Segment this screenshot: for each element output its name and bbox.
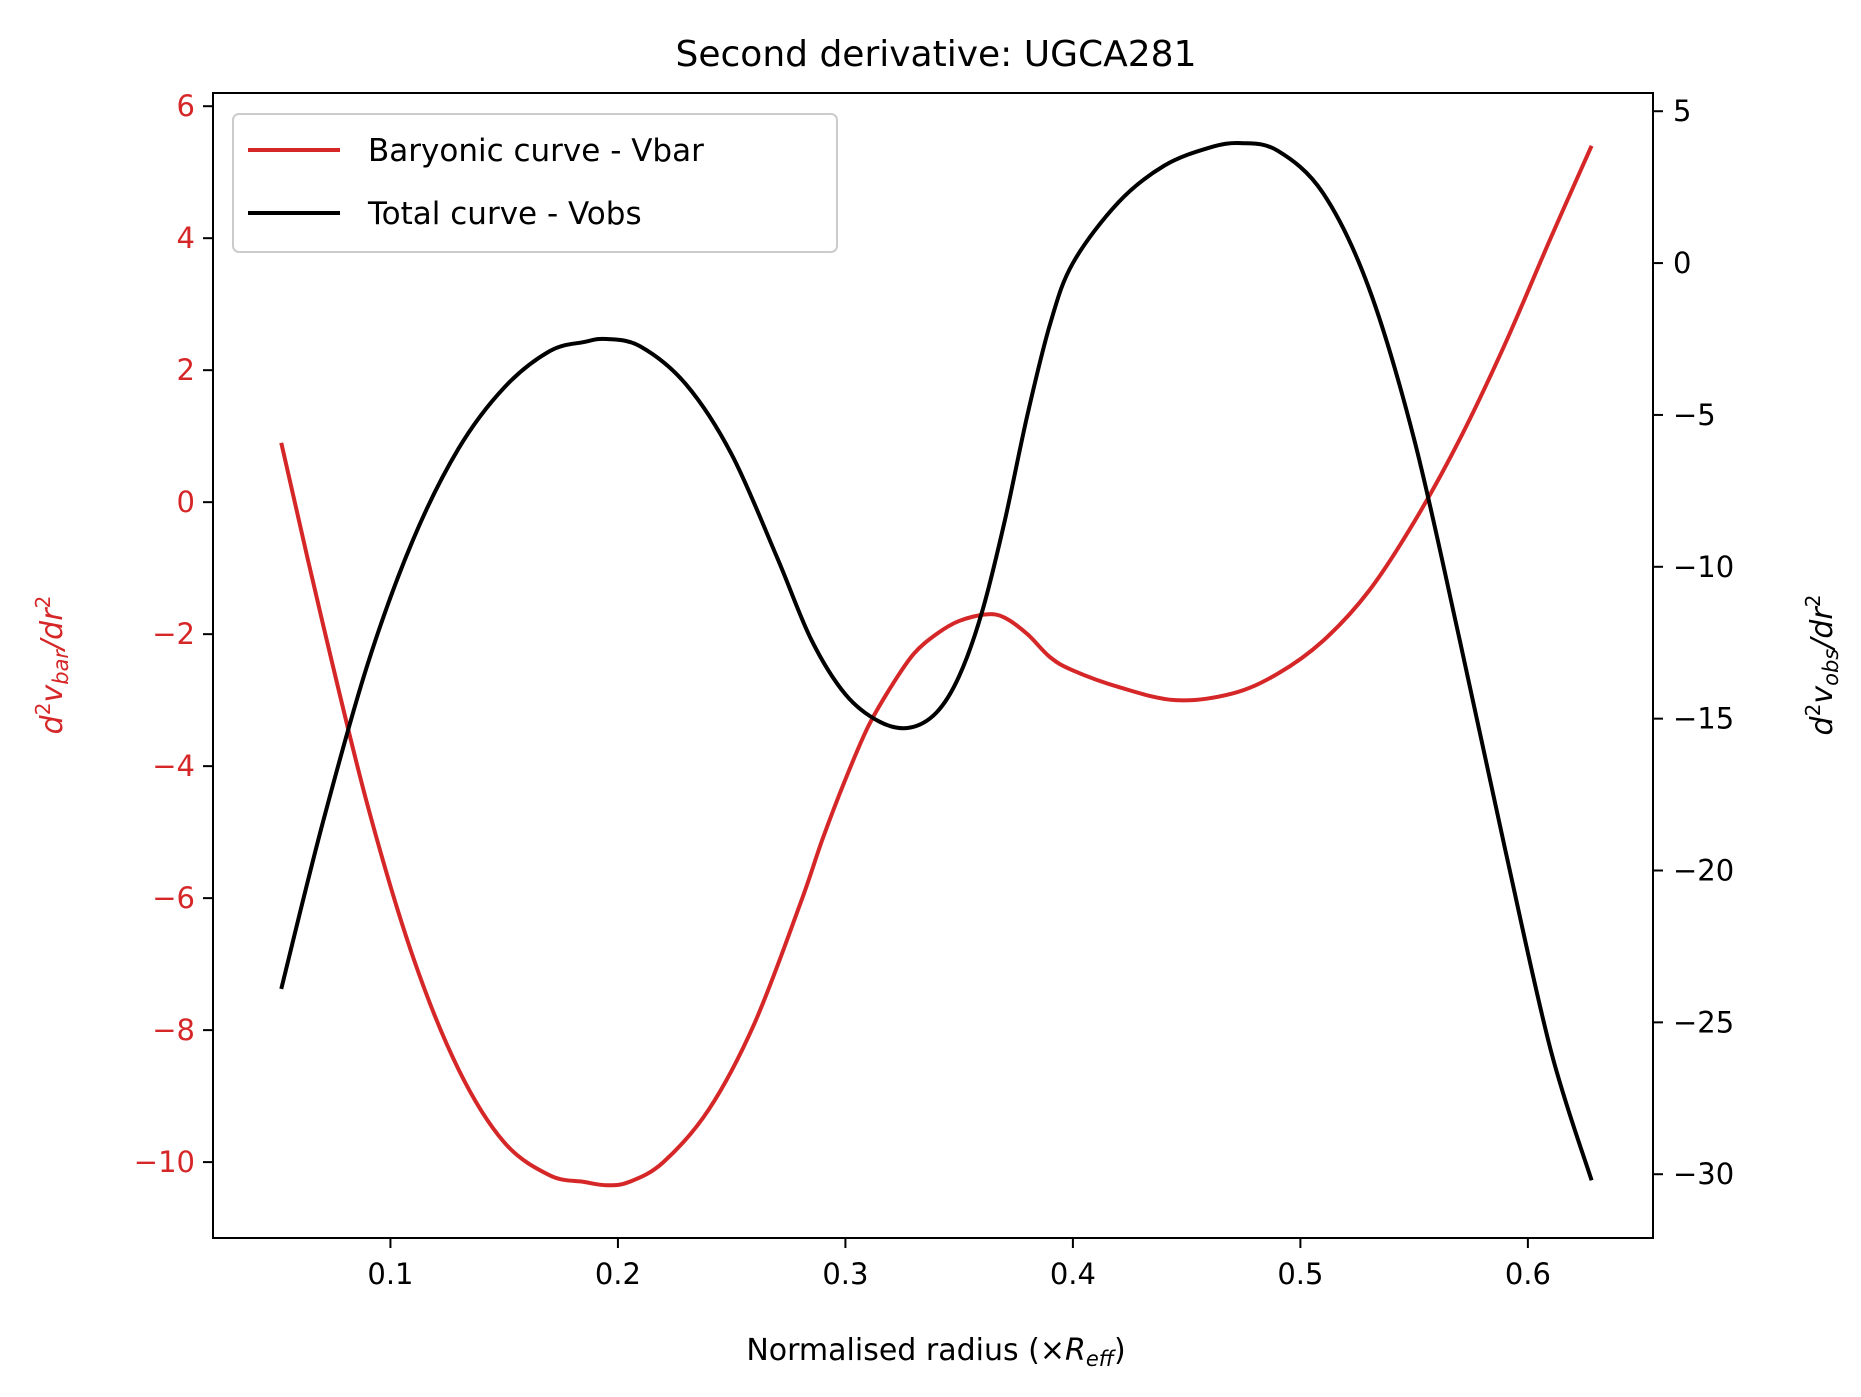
x-tick-label-3: 0.4 — [1050, 1257, 1096, 1291]
x-tick-label-2: 0.3 — [822, 1257, 868, 1291]
y-right-tick-label-3: −10 — [1673, 550, 1734, 584]
x-tick-label-4: 0.5 — [1277, 1257, 1323, 1291]
y-right-tick-label-1: 0 — [1673, 246, 1691, 280]
y-right-tick-label-7: −30 — [1673, 1157, 1734, 1191]
legend-box — [232, 113, 838, 253]
y-left-label-sub: bar — [49, 649, 73, 685]
y-right-label-dr: dr — [1805, 606, 1840, 639]
y-right-tick-label-4: −15 — [1673, 702, 1734, 736]
x-axis-label-var: R — [1065, 1333, 1086, 1368]
y-right-tick-label-6: −25 — [1673, 1005, 1734, 1039]
y-left-tick-label-8: −10 — [134, 1145, 195, 1179]
y-left-tick-label-4: −2 — [152, 617, 195, 651]
y-left-tick-label-6: −6 — [152, 881, 195, 915]
y-left-label-dr: dr — [35, 607, 70, 640]
x-axis-label-sub: eff — [1086, 1347, 1117, 1371]
y-left-label-sup2: 2 — [31, 596, 55, 609]
x-tick-label-1: 0.2 — [595, 1257, 641, 1291]
y-left-tick-label-3: 0 — [177, 485, 195, 519]
y-left-tick-label-0: 6 — [177, 89, 195, 123]
chart-title: Second derivative: UGCA281 — [676, 34, 1197, 75]
series-line-total — [279, 141, 1594, 1181]
y-right-label-sub: obs — [1819, 649, 1843, 686]
x-axis: 0.1 0.2 0.3 0.4 0.5 0.6 — [367, 1238, 1551, 1291]
y-left-label-v: v — [35, 684, 70, 703]
y-left-label-slash: / — [35, 637, 70, 653]
y-right-label-v: v — [1805, 685, 1840, 704]
y-left-tick-label-2: 2 — [177, 353, 195, 387]
y-axis-right-label: d2vobs/dr2 — [1801, 595, 1843, 736]
series-line-baryonic — [279, 144, 1594, 1188]
x-tick-label-5: 0.6 — [1505, 1257, 1551, 1291]
legend: Baryonic curve - Vbar Total curve - Vobs — [232, 113, 838, 253]
y-axis-left: 6 4 2 0 −2 −4 −6 −8 −10 — [134, 89, 213, 1179]
legend-label-baryonic: Baryonic curve - Vbar — [368, 133, 704, 169]
x-axis-label-close: ) — [1114, 1333, 1126, 1368]
y-axis-right: 5 0 −5 −10 −15 −20 −25 −30 — [1653, 94, 1734, 1191]
y-right-label-sup1: 2 — [1801, 704, 1825, 717]
x-axis-label-main: Normalised radius (× — [746, 1333, 1065, 1368]
y-right-tick-label-2: −5 — [1673, 398, 1716, 432]
y-right-label-slash: / — [1805, 636, 1840, 652]
x-axis-label: Normalised radius (×Reff) — [746, 1333, 1125, 1371]
x-tick-label-0: 0.1 — [367, 1257, 413, 1291]
legend-label-total: Total curve - Vobs — [367, 196, 642, 232]
y-right-tick-label-5: −20 — [1673, 854, 1734, 888]
plot-frame — [212, 92, 1654, 1239]
y-axis-left-label: d2vbar/dr2 — [31, 596, 73, 735]
y-right-label-d: d — [1805, 715, 1840, 735]
y-right-label-sup2: 2 — [1801, 595, 1825, 608]
y-left-tick-label-1: 4 — [177, 221, 195, 255]
y-left-tick-label-7: −8 — [152, 1013, 195, 1047]
y-right-tick-label-0: 5 — [1673, 94, 1691, 128]
series-layer — [279, 141, 1594, 1188]
y-left-label-sup1: 2 — [31, 703, 55, 716]
y-left-label-d: d — [35, 714, 70, 734]
y-left-tick-label-5: −4 — [152, 749, 195, 783]
